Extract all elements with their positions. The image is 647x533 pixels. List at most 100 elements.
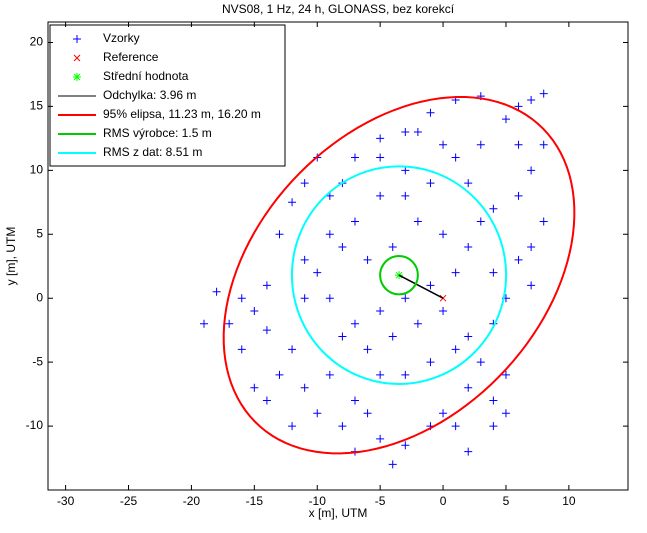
data-point [237,294,246,303]
y-tick-label: -5 [32,354,43,368]
data-point [350,396,359,405]
legend-label: 95% elipsa, 11.23 m, 16.20 m [103,107,261,121]
data-point [288,345,297,354]
x-tick-label: -30 [57,494,75,508]
data-point [413,127,422,136]
plot-content [200,89,576,469]
data-point [501,370,510,379]
legend: Vzorky Reference Střední hodnota Odchylka: … [49,24,286,167]
data-point [376,370,385,379]
legend-label: RMS výrobce: 1.5 m [103,126,212,140]
data-point [514,102,523,111]
data-point [363,409,372,418]
data-point [464,179,473,188]
data-point [426,108,435,117]
data-point [464,332,473,341]
data-point [300,179,309,188]
data-point [527,243,536,252]
axes-box [47,21,629,491]
data-point [514,255,523,264]
y-tick-label: 5 [36,226,43,240]
data-point [464,447,473,456]
x-tick-label: -25 [120,494,138,508]
data-point [489,396,498,405]
data-point [300,383,309,392]
data-point [250,383,259,392]
data-point [363,345,372,354]
data-point [489,422,498,431]
data-point [426,281,435,290]
data-point [300,255,309,264]
data-point [451,268,460,277]
y-tick-label: -10 [26,418,44,432]
data-point [388,460,397,469]
data-point [376,153,385,162]
data-point [262,326,271,335]
x-tick-label: -10 [309,494,327,508]
data-point [338,422,347,431]
data-point [325,370,334,379]
data-point [527,166,536,175]
data-point [350,153,359,162]
data-point [401,191,410,200]
chart-title: NVS08, 1 Hz, 24 h, GLONASS, bez korekcí [222,2,455,16]
data-point [262,281,271,290]
data-point [451,345,460,354]
data-point [288,198,297,207]
data-point [388,243,397,252]
data-point [464,383,473,392]
data-point [325,230,334,239]
data-point [376,306,385,315]
data-point [476,358,485,367]
legend-swatch [73,73,81,81]
legend-label: Odchylka: 3.96 m [103,88,196,102]
data-point [501,409,510,418]
x-tick-label: 0 [440,494,447,508]
data-point [325,294,334,303]
data-point [439,306,448,315]
y-tick-label: 10 [30,162,44,176]
data-point [200,319,209,328]
data-point [527,281,536,290]
data-point [376,134,385,143]
y-tick-label: 0 [36,290,43,304]
x-tick-label: -20 [183,494,201,508]
data-point [476,140,485,149]
data-point [401,166,410,175]
data-point [376,434,385,443]
data-point [426,358,435,367]
data-point [212,287,221,296]
data-point [225,319,234,328]
legend-label: Reference [103,50,159,64]
data-point [401,370,410,379]
data-point [300,294,309,303]
data-point [489,268,498,277]
rms-circle [290,165,508,385]
y-tick-label: 20 [30,35,44,49]
data-point [413,319,422,328]
data-point [514,191,523,200]
y-axis-label: y [m], UTM [4,227,18,286]
y-tick-label: 15 [30,99,44,113]
data-point [439,230,448,239]
data-point [250,306,259,315]
legend-label: Vzorky [103,31,140,45]
data-point [451,422,460,431]
data-point [313,268,322,277]
data-point [539,140,548,149]
data-point [237,345,246,354]
rms-circle [379,255,419,296]
data-point [539,217,548,226]
data-point [476,217,485,226]
data-point [363,255,372,264]
data-point [527,96,536,104]
data-point [401,441,410,450]
x-tick-label: 5 [503,494,510,508]
data-point [464,243,473,252]
data-point [514,140,523,149]
data-point [350,319,359,328]
data-point [501,115,510,124]
data-point [275,370,284,379]
x-axis-label: x [m], UTM [309,506,368,520]
